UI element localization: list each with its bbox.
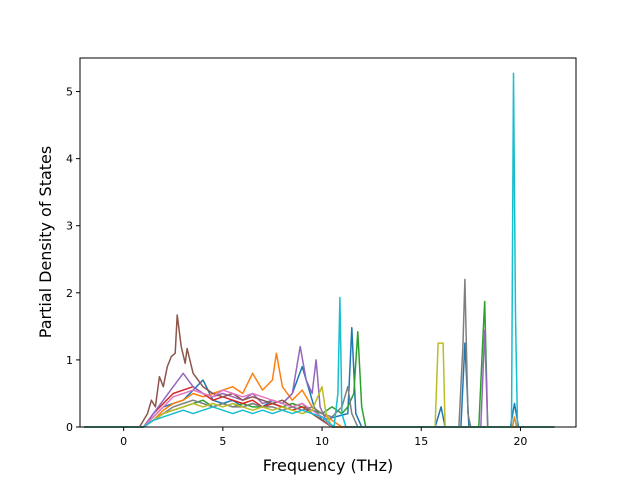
y-tick-label: 1 [66, 354, 73, 367]
x-tick-label: 10 [315, 435, 329, 448]
x-tick-label: 5 [219, 435, 226, 448]
series-line-1 [84, 326, 555, 428]
y-tick-label: 0 [66, 421, 73, 434]
y-tick-label: 5 [66, 86, 73, 99]
x-tick-label: 0 [120, 435, 127, 448]
y-axis-label: Partial Density of States [36, 146, 55, 338]
series-line-4 [84, 385, 555, 428]
y-tick-label: 4 [66, 153, 73, 166]
x-axis-label: Frequency (THz) [263, 456, 393, 475]
series-line-2 [84, 352, 555, 428]
y-tick-label: 3 [66, 220, 73, 233]
plot-frame [79, 57, 577, 428]
x-axis-ticks: 0 5 10 15 20 [120, 427, 527, 448]
x-tick-label: 20 [513, 435, 527, 448]
series-line-7 [84, 389, 555, 428]
y-tick-label: 2 [66, 287, 73, 300]
x-tick-label: 15 [414, 435, 428, 448]
y-axis-ticks: 0 1 2 3 4 5 [66, 86, 80, 434]
